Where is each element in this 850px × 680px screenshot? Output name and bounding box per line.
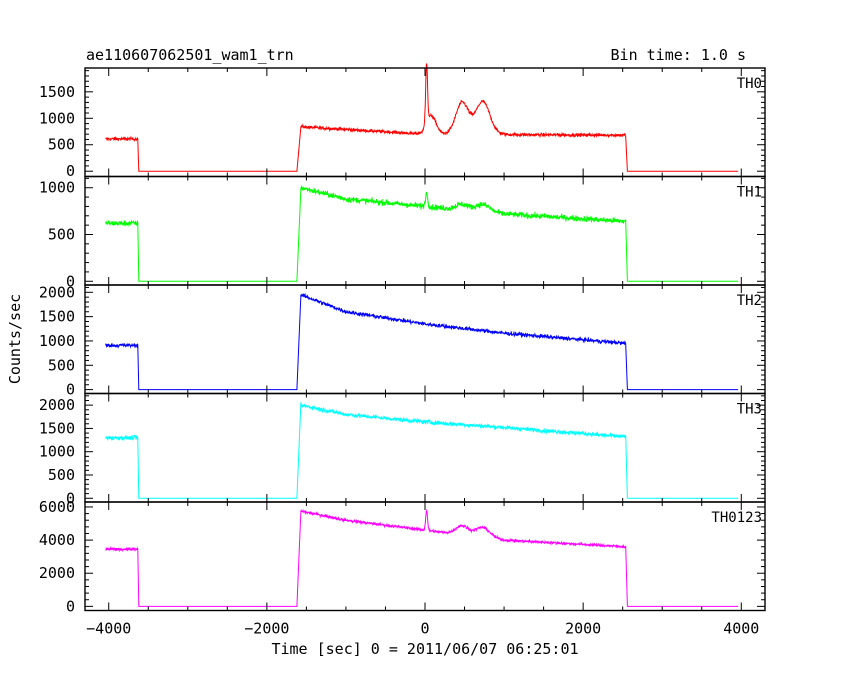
panel-frame xyxy=(84,392,766,503)
panel-label: TH0123 xyxy=(711,510,762,526)
y-tick-label: 1500 xyxy=(39,83,75,101)
panel-frame xyxy=(84,284,766,395)
panel-label: TH0 xyxy=(737,76,762,92)
panel-th3: 0 500 1000 1500 2000 TH3 xyxy=(39,392,766,507)
y-tick-label: 0 xyxy=(66,597,75,615)
y-tick-label: 1000 xyxy=(39,179,75,197)
panels-group: 0 500 1000 1500 TH0 0 500 1000 TH1 0 500 1000 1500 20… xyxy=(39,63,766,638)
panel-label: TH1 xyxy=(737,185,762,201)
series-line-th0123 xyxy=(105,508,739,607)
panel-label: TH3 xyxy=(737,402,762,418)
x-tick-label: 0 xyxy=(420,620,429,638)
y-axis-label: Counts/sec xyxy=(6,294,24,384)
y-tick-label: 1000 xyxy=(39,443,75,461)
x-tick-label: 4000 xyxy=(723,620,759,638)
y-tick-label: 4000 xyxy=(39,531,75,549)
series-line-th0 xyxy=(105,63,739,172)
x-tick-label: −2000 xyxy=(244,620,289,638)
panel-th2: 0 500 1000 1500 2000 TH2 xyxy=(39,283,766,399)
y-tick-label: 1000 xyxy=(39,109,75,127)
y-tick-label: 500 xyxy=(48,136,75,154)
series-line-th1 xyxy=(105,185,739,282)
panel-th1: 0 500 1000 TH1 xyxy=(39,175,766,290)
chart-title: ae110607062501_wam1_trn xyxy=(86,46,294,64)
x-tick-label: −4000 xyxy=(86,620,131,638)
y-tick-label: 1500 xyxy=(39,308,75,326)
y-tick-label: 500 xyxy=(48,356,75,374)
y-tick-label: 500 xyxy=(48,225,75,243)
panel-frame xyxy=(84,67,766,178)
x-axis-label: Time [sec] 0 = 2011/06/07 06:25:01 xyxy=(271,640,578,658)
y-tick-label: 0 xyxy=(66,272,75,290)
bin-time-label: Bin time: 1.0 s xyxy=(611,46,746,64)
panel-frame xyxy=(84,175,766,286)
series-line-th3 xyxy=(105,402,739,499)
y-tick-label: 2000 xyxy=(39,283,75,301)
x-tick-label: 2000 xyxy=(565,620,601,638)
panel-th0: 0 500 1000 1500 TH0 xyxy=(39,63,766,180)
y-tick-label: 2000 xyxy=(39,396,75,414)
y-tick-label: 0 xyxy=(66,381,75,399)
y-tick-label: 0 xyxy=(66,489,75,507)
y-tick-label: 6000 xyxy=(39,498,75,516)
panel-frame xyxy=(84,501,766,612)
series-line-th2 xyxy=(105,293,739,391)
y-tick-label: 1000 xyxy=(39,332,75,350)
y-tick-label: 500 xyxy=(48,466,75,484)
y-tick-label: 2000 xyxy=(39,564,75,582)
y-tick-label: 1500 xyxy=(39,419,75,437)
panel-label: TH2 xyxy=(737,293,762,309)
y-tick-label: 0 xyxy=(66,162,75,180)
panel-th0123: 0 2000 4000 6000 TH0123 xyxy=(39,498,766,615)
